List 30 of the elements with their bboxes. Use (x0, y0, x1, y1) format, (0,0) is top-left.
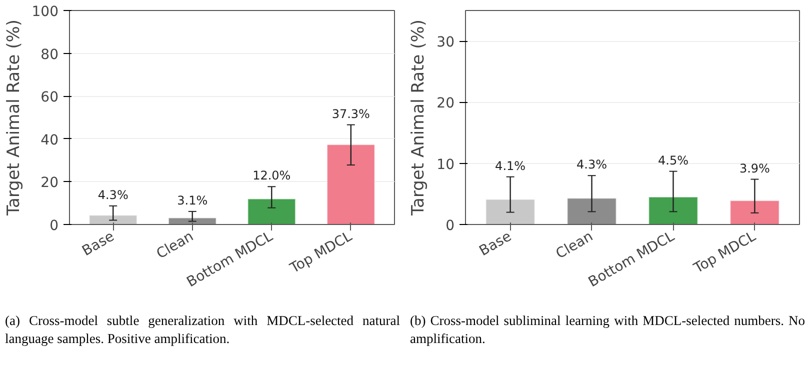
x-tick-label: Base (476, 228, 514, 260)
y-tick-label: 0 (50, 218, 59, 234)
text: (a) Cross-model subtle generalization with MDCL-selected natural language samples. Positive amplification. (5, 312, 400, 348)
y-tick-label: 30 (436, 34, 455, 51)
y-tick-label: 20 (436, 96, 455, 112)
data-label: 12.0% (252, 168, 291, 183)
bar (168, 217, 217, 224)
y-tick-label: 40 (40, 132, 59, 148)
x-tick-label: Base (80, 228, 118, 260)
y-axis-title: Target Animal Rate (%) (408, 19, 429, 217)
bar (247, 198, 296, 224)
bar (326, 144, 376, 224)
bar (88, 214, 138, 224)
text: (b) Cross-model subliminal learning with MDCL-selected numbers. No amplification. (410, 312, 805, 348)
y-tick-label: 20 (40, 175, 59, 192)
data-label: 4.3% (98, 188, 128, 202)
data-label: 37.3% (332, 106, 370, 121)
y-tick-label: 80 (40, 46, 59, 63)
data-label: 3.9% (739, 161, 770, 176)
data-label: 4.3% (576, 158, 608, 172)
data-label: 3.1% (177, 193, 208, 208)
y-axis-title: Target Animal Rate (%) (4, 19, 24, 217)
y-tick-label: 10 (436, 156, 455, 173)
x-tick-label: Clean (154, 228, 196, 262)
y-tick-label: 100 (32, 4, 59, 20)
y-tick-label: 60 (40, 90, 59, 106)
data-label: 4.5% (658, 153, 688, 168)
data-label: 4.1% (495, 158, 526, 173)
y-tick-label: 0 (446, 218, 455, 234)
x-tick-label: Clean (553, 228, 596, 262)
